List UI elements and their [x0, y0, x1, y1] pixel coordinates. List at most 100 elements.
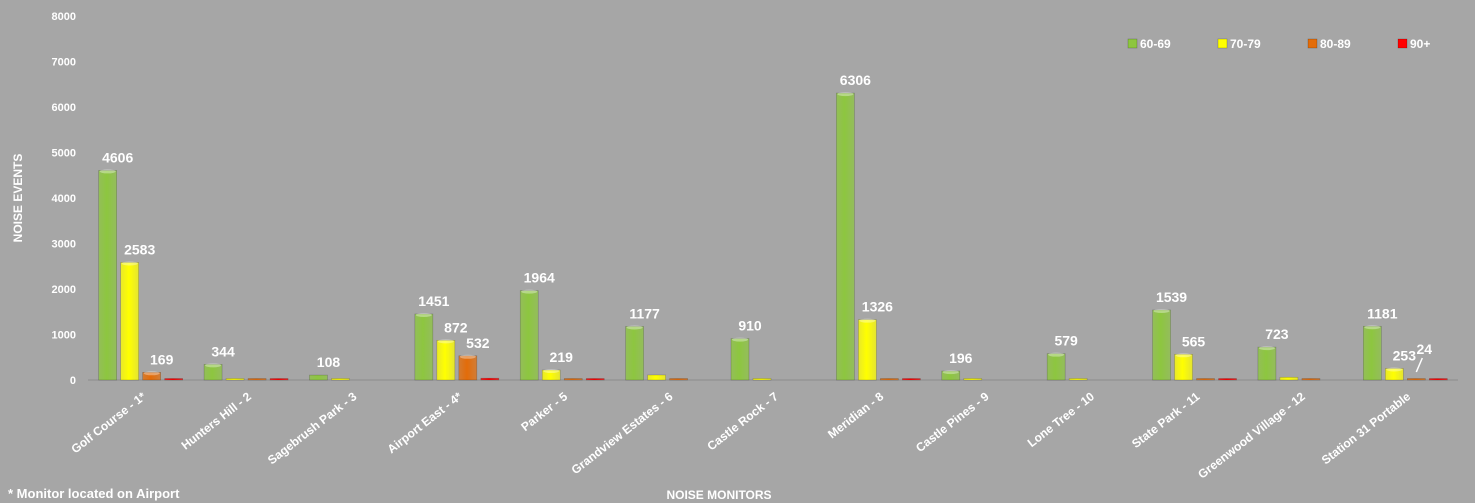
legend-label: 80-89 [1320, 37, 1351, 51]
bar-80-89-1 [247, 378, 267, 381]
bar-cap-60-69-6 [732, 337, 748, 342]
bar-60-69-1 [203, 364, 223, 381]
y-tick-label: 4000 [52, 193, 76, 205]
bar-60-69-12 [1363, 325, 1382, 381]
bar-90+-3 [480, 377, 500, 381]
y-tick-label: 0 [70, 375, 76, 387]
data-label: 6306 [840, 72, 871, 88]
legend-label: 70-79 [1230, 37, 1261, 51]
bar-90+-4 [585, 378, 605, 381]
bar-cap-70-79-3 [437, 339, 454, 344]
y-tick-label: 7000 [52, 57, 76, 69]
bar-80-89-11 [1301, 378, 1321, 381]
bar-cap-60-69-11 [1258, 346, 1275, 351]
legend-swatch-90+ [1397, 38, 1408, 49]
bar-cap-60-69-3 [415, 312, 432, 317]
bar-80-89-5 [669, 378, 688, 381]
data-label: 24 [1417, 341, 1433, 357]
data-label: 1181 [1367, 305, 1398, 321]
x-category-label: Meridian - 8 [825, 389, 886, 441]
data-label: 723 [1265, 326, 1289, 342]
y-tick-label: 8000 [52, 11, 76, 23]
x-category-label: Lone Tree - 10 [1025, 389, 1097, 450]
bar-60-69-8 [941, 370, 961, 381]
legend-label: 90+ [1410, 37, 1430, 51]
bar-cap-60-69-0 [99, 169, 116, 174]
y-axis-title: NOISE EVENTS [11, 154, 25, 243]
legend-label: 60-69 [1140, 37, 1171, 51]
bar-80-89-7 [880, 378, 899, 381]
data-label: 253 [1393, 347, 1417, 363]
bar-60-69-6 [730, 338, 750, 381]
bar-70-79-8 [963, 378, 983, 381]
data-label: 910 [738, 318, 762, 334]
data-label: 219 [550, 349, 574, 365]
bar-90+-10 [1218, 378, 1237, 381]
y-tick-label: 5000 [52, 148, 76, 160]
data-label: 4606 [102, 149, 133, 165]
legend-swatch-70-79 [1217, 38, 1228, 49]
data-label: 1326 [862, 299, 893, 315]
bar-90+-12 [1429, 378, 1448, 381]
bar-70-79-10 [1174, 353, 1193, 381]
bar-cap-60-69-10 [1153, 308, 1170, 313]
y-tick-label: 2000 [52, 284, 76, 296]
x-axis-title: NOISE MONITORS [666, 488, 771, 502]
legend-swatch-80-89 [1307, 38, 1318, 49]
data-label: 565 [1182, 333, 1206, 349]
bar-80-89-10 [1196, 378, 1215, 381]
bar-60-69-5 [625, 326, 644, 381]
bar-cap-70-79-4 [543, 369, 560, 374]
bar-70-79-4 [541, 369, 561, 381]
data-label: 1451 [418, 293, 449, 309]
data-label: 1539 [1156, 289, 1187, 305]
bar-70-79-3 [436, 340, 456, 381]
x-category-label: Greenwood Village - 12 [1195, 389, 1308, 481]
bar-60-69-7 [836, 92, 855, 381]
bar-cap-60-69-12 [1364, 325, 1381, 330]
bar-cap-70-79-7 [859, 318, 876, 323]
bar-70-79-2 [331, 378, 350, 381]
bar-60-69-2 [309, 374, 328, 381]
bar-cap-60-69-5 [626, 325, 643, 330]
bar-70-79-11 [1279, 376, 1299, 381]
y-tick-label: 6000 [52, 102, 76, 114]
bar-70-79-9 [1068, 378, 1088, 381]
data-label: 1177 [629, 305, 660, 321]
bar-60-69-11 [1257, 346, 1277, 381]
data-label: 532 [466, 335, 490, 351]
bar-70-79-12 [1385, 368, 1404, 381]
data-label: 196 [949, 350, 973, 366]
bar-80-89-12 [1407, 378, 1426, 381]
bar-cap-80-89-0 [143, 371, 160, 376]
x-category-label: Castle Rock - 7 [704, 389, 781, 453]
data-label: 344 [211, 343, 235, 359]
bar-cap-70-79-0 [121, 261, 138, 266]
bar-cap-60-69-9 [1048, 352, 1065, 357]
y-tick-label: 1000 [52, 330, 76, 342]
bar-90+-0 [164, 378, 183, 381]
bar-cap-60-69-8 [942, 370, 959, 375]
bar-70-79-5 [647, 374, 666, 381]
x-category-label: Castle Pines - 9 [913, 389, 992, 455]
x-category-label: Hunters Hill - 2 [179, 389, 255, 452]
bar-70-79-6 [752, 378, 772, 381]
x-category-label: State Park - 11 [1129, 389, 1203, 451]
bar-90+-7 [902, 378, 921, 381]
data-label: 108 [317, 354, 341, 370]
data-label-leader-line [1415, 357, 1423, 373]
data-label: 579 [1054, 333, 1078, 349]
bar-80-89-0 [142, 372, 161, 381]
bar-60-69-4 [519, 290, 539, 381]
data-label: 169 [150, 351, 174, 367]
bar-70-79-1 [225, 378, 245, 381]
bar-80-89-4 [563, 378, 583, 381]
bar-60-69-9 [1046, 353, 1066, 381]
bar-60-69-3 [414, 313, 434, 381]
x-category-label: Sagebrush Park - 3 [265, 389, 360, 467]
x-category-label: Grandview Estates - 6 [569, 389, 676, 477]
x-category-label: Station 31 Portable [1319, 389, 1414, 467]
x-category-label: Golf Course - 1* [68, 389, 148, 456]
x-category-label: Parker - 5 [518, 389, 570, 434]
